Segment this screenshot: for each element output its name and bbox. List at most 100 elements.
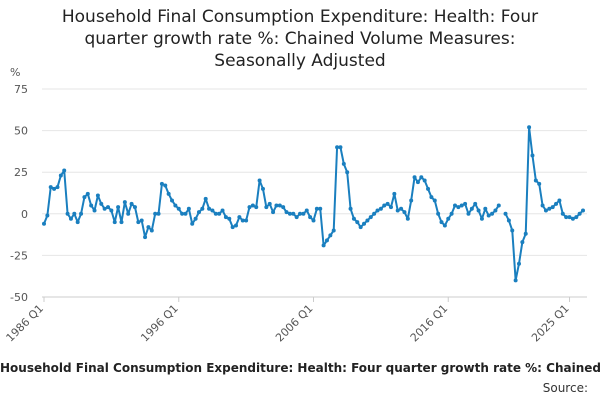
data-point <box>308 215 313 220</box>
data-point <box>415 180 420 185</box>
data-point <box>237 215 242 220</box>
data-point <box>132 205 137 210</box>
data-point <box>554 201 559 206</box>
data-point <box>136 220 141 225</box>
x-tick-label: 2016 Q1 <box>408 302 451 345</box>
x-tick-label: 2025 Q1 <box>529 302 572 345</box>
data-point <box>375 208 380 213</box>
data-point <box>385 201 390 206</box>
data-point <box>183 211 188 216</box>
data-point <box>82 195 87 200</box>
data-point <box>153 211 158 216</box>
data-point <box>264 205 269 210</box>
data-point <box>55 185 60 190</box>
data-point <box>439 220 444 225</box>
data-point <box>419 175 424 180</box>
data-point <box>362 221 367 226</box>
data-point <box>378 206 383 211</box>
data-point <box>523 231 528 236</box>
data-point <box>48 185 53 190</box>
data-point <box>75 220 80 225</box>
data-point <box>402 210 407 215</box>
data-point <box>223 215 228 220</box>
data-point <box>186 206 191 211</box>
data-point <box>520 240 525 245</box>
data-point <box>106 205 111 210</box>
data-point <box>506 218 511 223</box>
data-point <box>196 210 201 215</box>
data-point <box>331 228 336 233</box>
x-tick-label: 2006 Q1 <box>273 302 316 345</box>
data-point <box>335 145 340 150</box>
data-point <box>318 206 323 211</box>
data-point <box>513 278 518 283</box>
data-point <box>388 205 393 210</box>
data-point <box>449 211 454 216</box>
data-point <box>365 218 370 223</box>
data-point <box>89 203 94 208</box>
data-point <box>503 211 508 216</box>
data-point <box>79 211 84 216</box>
data-point <box>446 216 451 221</box>
data-point <box>442 223 447 228</box>
data-point <box>463 201 468 206</box>
data-point <box>271 210 276 215</box>
data-point <box>483 206 488 211</box>
data-point <box>244 218 249 223</box>
data-point <box>45 213 50 218</box>
data-point <box>166 191 171 196</box>
data-point <box>432 198 437 203</box>
x-tick-label: 1986 Q1 <box>4 302 47 345</box>
data-point <box>102 206 107 211</box>
y-tick-label: -25 <box>10 249 28 262</box>
data-point <box>234 223 239 228</box>
chart-title: Household Final Consumption Expenditure:… <box>0 6 600 72</box>
data-point <box>476 208 481 213</box>
data-point <box>543 208 548 213</box>
data-point <box>392 191 397 196</box>
data-point <box>109 208 114 213</box>
data-point <box>129 201 134 206</box>
data-point <box>247 205 252 210</box>
data-point <box>122 200 127 205</box>
data-point <box>473 201 478 206</box>
data-point <box>291 211 296 216</box>
data-point <box>574 215 579 220</box>
data-point <box>146 225 151 230</box>
data-point <box>547 206 552 211</box>
data-point <box>119 220 124 225</box>
data-point <box>143 235 148 240</box>
y-tick-label: 50 <box>14 125 28 138</box>
data-point <box>42 221 46 226</box>
y-tick-label: 75 <box>14 83 28 96</box>
data-point <box>240 218 245 223</box>
chart-title-line-3: Seasonally Adjusted <box>214 51 386 71</box>
data-point <box>260 186 265 191</box>
data-point <box>426 186 431 191</box>
chart-title-line-1: Household Final Consumption Expenditure:… <box>61 7 539 27</box>
data-point <box>550 205 555 210</box>
data-point <box>52 186 57 191</box>
data-point <box>65 211 70 216</box>
data-point <box>220 208 225 213</box>
data-point <box>466 211 471 216</box>
data-point <box>163 183 168 188</box>
data-point <box>254 205 259 210</box>
data-point <box>170 198 175 203</box>
data-point <box>294 215 299 220</box>
data-point <box>213 211 218 216</box>
y-tick-label: 0 <box>21 208 28 221</box>
data-point <box>257 178 262 183</box>
data-point <box>348 206 353 211</box>
data-point <box>314 206 319 211</box>
data-point <box>99 201 104 206</box>
data-point <box>112 220 117 225</box>
data-point <box>530 153 535 158</box>
data-point <box>564 215 569 220</box>
y-tick-label: -50 <box>10 291 28 304</box>
data-point <box>372 211 377 216</box>
data-point <box>533 178 538 183</box>
series-layer <box>42 125 585 283</box>
data-point <box>557 198 562 203</box>
data-point <box>429 195 434 200</box>
